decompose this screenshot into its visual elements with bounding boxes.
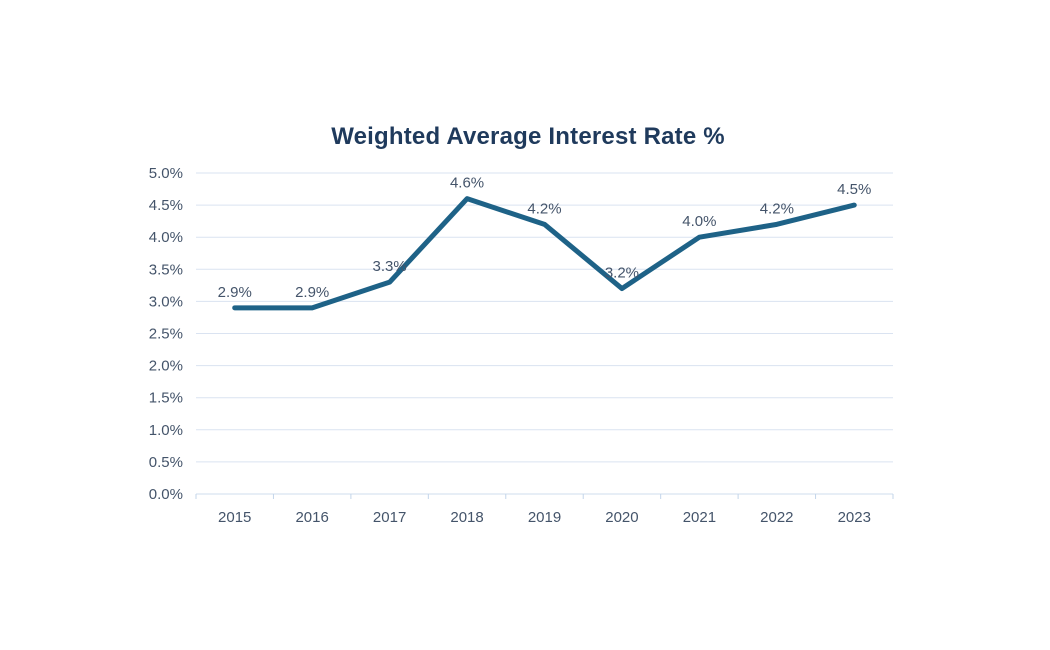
y-axis-tick-label: 1.0% [149,422,183,439]
x-axis-tick-label: 2021 [683,509,716,526]
data-label: 3.3% [373,258,407,275]
y-axis-tick-label: 3.0% [149,293,183,310]
x-axis-tick-label: 2016 [295,509,328,526]
y-axis-tick-label: 2.5% [149,326,183,343]
y-axis-tick-label: 4.5% [149,197,183,214]
x-axis-tick-label: 2020 [605,509,638,526]
chart-title: Weighted Average Interest Rate % [331,123,725,150]
y-axis-tick-label: 1.5% [149,390,183,407]
y-axis-tick-label: 4.0% [149,229,183,246]
data-label: 3.2% [605,265,639,282]
data-label: 2.9% [218,284,252,301]
y-axis-tick-label: 3.5% [149,261,183,278]
x-axis-tick-label: 2023 [838,509,871,526]
x-axis-tick-label: 2019 [528,509,561,526]
x-axis-tick-label: 2018 [450,509,483,526]
data-label: 2.9% [295,284,329,301]
data-label: 4.0% [682,213,716,230]
data-label: 4.6% [450,175,484,192]
x-axis-tick-label: 2017 [373,509,406,526]
y-axis-tick-label: 0.0% [149,486,183,503]
x-axis-tick-label: 2022 [760,509,793,526]
data-label: 4.2% [760,200,794,217]
data-label: 4.2% [527,200,561,217]
series-line [232,196,857,311]
data-label: 4.5% [837,181,871,198]
y-axis-tick-label: 5.0% [149,165,183,182]
y-axis-tick-label: 0.5% [149,454,183,471]
y-axis-tick-label: 2.0% [149,358,183,375]
x-axis-tick-label: 2015 [218,509,251,526]
